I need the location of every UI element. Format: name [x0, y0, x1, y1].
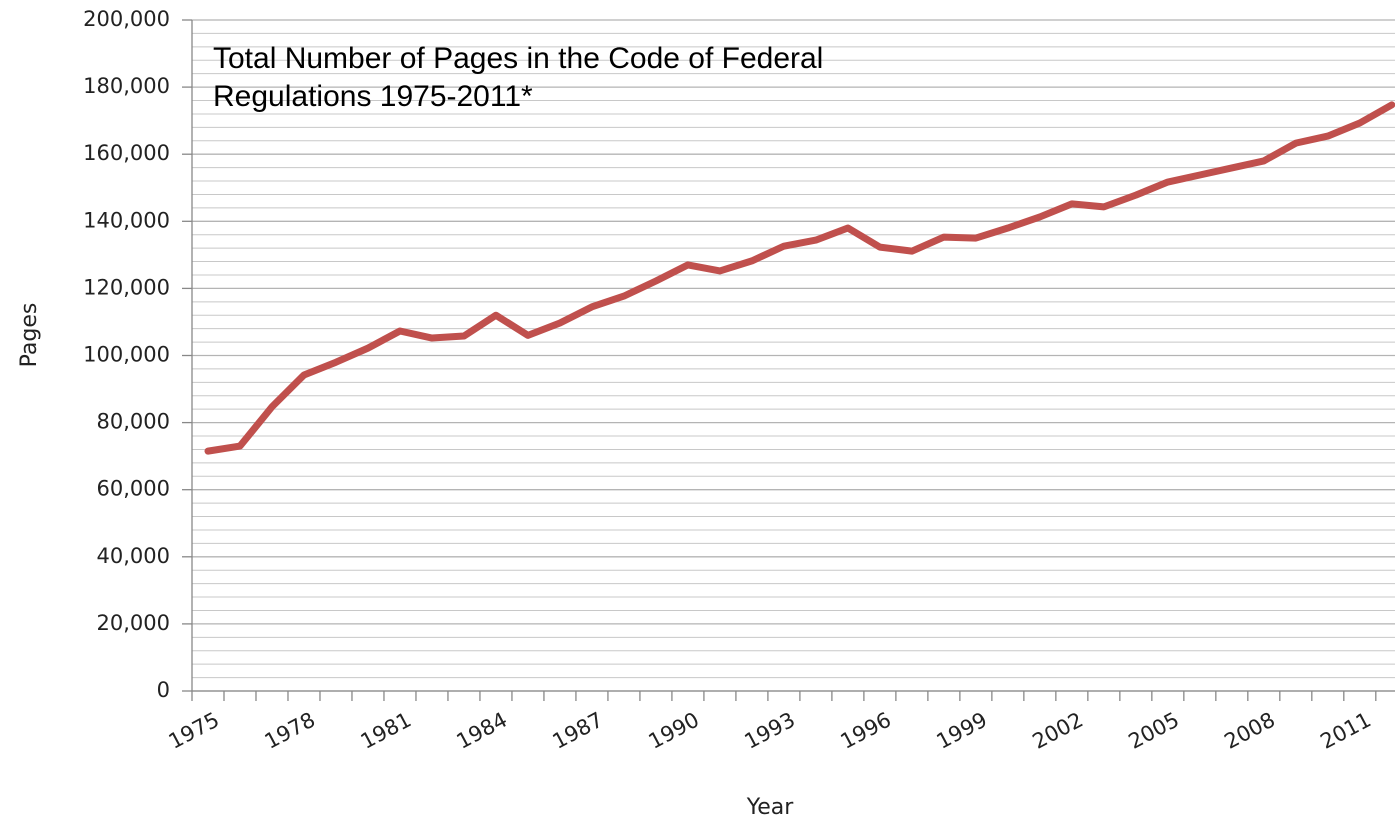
x-tick-label: 1981 — [357, 708, 415, 754]
chart-title: Total Number of Pages in the Code of Fed… — [213, 42, 824, 113]
y-tick-label: 200,000 — [83, 7, 170, 31]
x-tick-label: 1987 — [549, 708, 607, 754]
x-tick-label: 1978 — [261, 708, 319, 754]
x-tick-label: 2008 — [1221, 708, 1279, 754]
x-tick-label: 1996 — [837, 708, 895, 754]
y-tick-label: 60,000 — [97, 477, 170, 501]
x-axis-label: Year — [746, 795, 795, 820]
y-tick-label: 100,000 — [83, 343, 170, 367]
x-tick-label: 1999 — [933, 708, 991, 754]
data-line — [204, 101, 1395, 455]
x-tick-label: 2005 — [1125, 708, 1183, 754]
x-tick-label: 2011 — [1317, 708, 1375, 754]
x-tick-label: 1990 — [645, 708, 703, 754]
x-tick-label: 1993 — [741, 708, 799, 754]
y-tick-label: 20,000 — [97, 611, 170, 635]
y-axis-label: Pages — [17, 303, 42, 368]
x-tick-label: 2002 — [1029, 708, 1087, 754]
y-tick-label: 0 — [157, 678, 170, 702]
x-tick-label: 1975 — [165, 708, 223, 754]
y-tick-label: 120,000 — [83, 275, 170, 299]
x-tick-label: 1984 — [453, 708, 511, 754]
y-tick-label: 40,000 — [97, 544, 170, 568]
y-tick-label: 140,000 — [83, 208, 170, 232]
y-tick-label: 180,000 — [83, 74, 170, 98]
y-tick-label: 160,000 — [83, 141, 170, 165]
y-tick-label: 80,000 — [97, 410, 170, 434]
